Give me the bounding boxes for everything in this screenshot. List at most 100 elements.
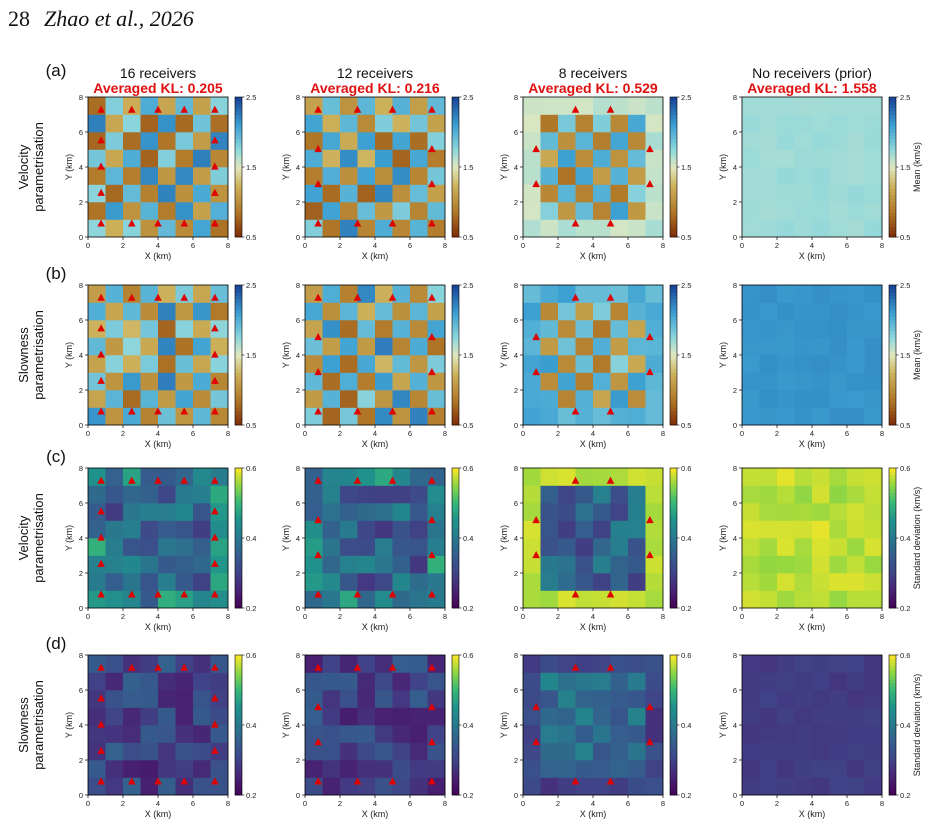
y-axis-label: Y (km)	[64, 712, 74, 738]
map-cell	[610, 285, 629, 303]
receiver-marker	[428, 516, 436, 524]
colorbar-segment	[452, 499, 459, 504]
colorbar-segment	[452, 777, 459, 782]
map-cell	[742, 219, 760, 238]
map-cell	[340, 320, 358, 338]
map-cell	[392, 285, 411, 303]
x-tick-label: 0	[740, 241, 744, 250]
map-cell	[410, 219, 428, 238]
colorbar-segment	[670, 313, 677, 317]
map-cell	[375, 707, 393, 726]
colorbar-segment	[235, 383, 242, 387]
map-cell	[305, 555, 323, 574]
y-tick-label: 2	[79, 198, 83, 207]
colorbar-segment	[452, 418, 459, 422]
colorbar-segment	[670, 707, 677, 712]
colorbar-segment	[889, 693, 896, 698]
row-label: Slowness	[16, 327, 31, 383]
map-cell	[558, 777, 576, 796]
map-cell	[847, 219, 865, 238]
map-cell	[158, 742, 176, 761]
map-cell	[193, 520, 211, 539]
receiver-marker	[314, 516, 322, 524]
y-tick-label: 8	[79, 651, 83, 660]
map-cell	[305, 538, 323, 556]
receiver-marker	[211, 188, 219, 196]
map-cell	[140, 485, 159, 504]
map-cell	[847, 320, 865, 338]
map-cell	[610, 573, 629, 591]
map-cell	[340, 655, 358, 673]
colorbar-segment	[235, 590, 242, 595]
colorbar-segment	[889, 496, 896, 500]
map-cell	[759, 390, 778, 408]
map-cell	[375, 149, 393, 168]
colorbar-segment	[452, 580, 459, 584]
map-cell	[357, 485, 376, 504]
map-cell	[340, 760, 358, 778]
x-tick-label: 8	[661, 429, 665, 438]
map-cell	[340, 520, 358, 539]
map-cell	[593, 149, 611, 168]
map-cell	[305, 777, 323, 796]
column-title: No receivers (prior)	[752, 65, 872, 81]
map-cell	[392, 184, 411, 203]
receiver-marker	[388, 219, 397, 227]
colorbar-segment	[670, 299, 677, 303]
map-cell	[340, 777, 358, 796]
map-cell	[158, 184, 176, 203]
map-cell	[610, 355, 629, 373]
map-cell	[759, 184, 778, 203]
map-cell	[140, 690, 159, 708]
map-cell	[777, 285, 795, 303]
map-cell	[558, 573, 576, 591]
colorbar-segment	[889, 763, 896, 768]
receiver-marker	[532, 145, 540, 153]
map-cell	[427, 372, 446, 391]
colorbar-tick-label: 0.2	[463, 791, 473, 800]
map-cell	[558, 390, 576, 408]
map-cell	[558, 97, 576, 115]
map-cell	[523, 202, 541, 220]
map-cell	[593, 320, 611, 338]
map-cell	[558, 760, 576, 778]
colorbar-segment	[235, 749, 242, 754]
map-cell	[523, 760, 541, 778]
x-tick-label: 6	[626, 799, 630, 808]
colorbar-segment	[670, 791, 677, 796]
colorbar-segment	[235, 400, 242, 405]
colorbar-segment	[670, 191, 677, 196]
map-cell	[558, 672, 576, 691]
colorbar-segment	[235, 770, 242, 775]
map-cell	[340, 97, 358, 115]
map-cell	[540, 202, 559, 220]
receiver-marker	[127, 105, 136, 113]
x-tick-label: 2	[338, 799, 342, 808]
y-axis-label: Y (km)	[718, 712, 728, 738]
map-cell	[742, 760, 760, 778]
colorbar-segment	[452, 114, 459, 119]
map-cell	[812, 725, 830, 743]
map-cell	[193, 372, 211, 391]
map-cell	[628, 302, 646, 321]
map-cell	[305, 590, 323, 609]
map-cell	[105, 97, 124, 115]
colorbar-segment	[452, 135, 459, 140]
colorbar-segment	[452, 545, 459, 549]
map-cell	[193, 672, 211, 691]
map-cell	[123, 372, 141, 391]
map-cell	[305, 690, 323, 708]
map-cell	[829, 742, 848, 761]
x-tick-label: 4	[373, 799, 377, 808]
y-tick-label: 8	[733, 464, 737, 473]
colorbar-segment	[889, 323, 896, 328]
colorbar-segment	[670, 142, 677, 147]
colorbar-segment	[235, 669, 242, 673]
map-cell	[305, 485, 323, 504]
x-tick-label: 2	[338, 429, 342, 438]
colorbar-segment	[889, 576, 896, 581]
map-cell	[847, 337, 865, 356]
map-cell	[558, 468, 576, 486]
